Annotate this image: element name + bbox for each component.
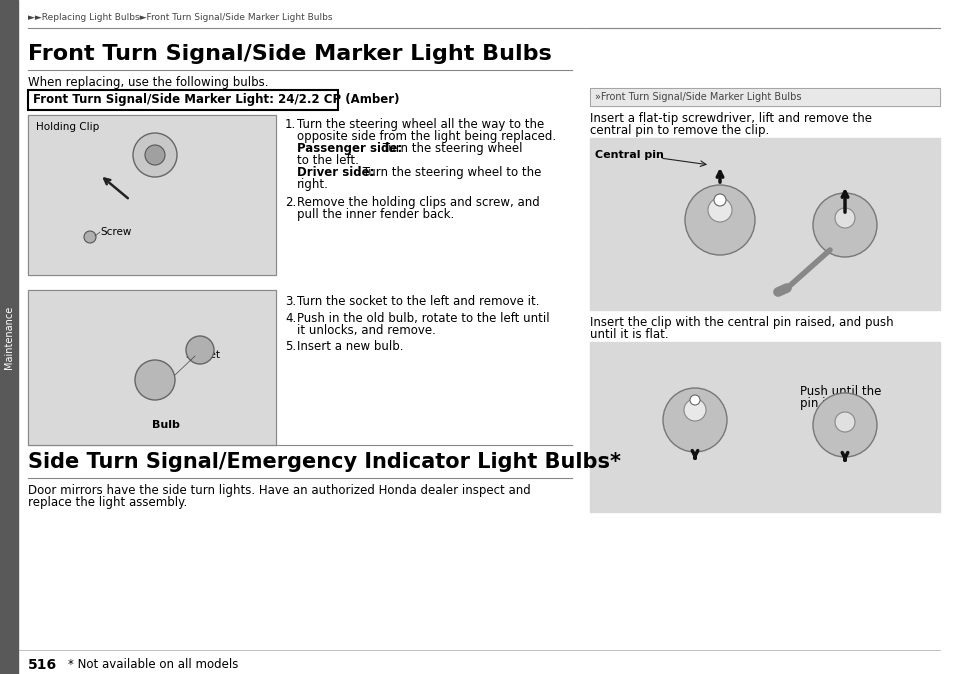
Text: to the left.: to the left. xyxy=(296,154,358,167)
Circle shape xyxy=(684,185,754,255)
Text: Central pin: Central pin xyxy=(595,150,663,160)
Text: 5.: 5. xyxy=(285,340,295,353)
Text: Turn the steering wheel all the way to the: Turn the steering wheel all the way to t… xyxy=(296,118,543,131)
Bar xyxy=(589,88,939,106)
Text: pin is flat.: pin is flat. xyxy=(800,397,858,410)
Text: central pin to remove the clip.: central pin to remove the clip. xyxy=(589,124,768,137)
Bar xyxy=(28,290,275,445)
Text: replace the light assembly.: replace the light assembly. xyxy=(28,496,187,509)
Text: Side Turn Signal/Emergency Indicator Light Bulbs*: Side Turn Signal/Emergency Indicator Lig… xyxy=(28,452,620,472)
Text: Turn the steering wheel: Turn the steering wheel xyxy=(378,142,522,155)
Text: Remove the holding clips and screw, and: Remove the holding clips and screw, and xyxy=(296,196,539,209)
Text: it unlocks, and remove.: it unlocks, and remove. xyxy=(296,324,436,337)
Text: * Not available on all models: * Not available on all models xyxy=(68,658,238,671)
Bar xyxy=(589,88,939,106)
Text: »Front Turn Signal/Side Marker Light Bulbs: »Front Turn Signal/Side Marker Light Bul… xyxy=(595,92,801,102)
Text: Holding Clip: Holding Clip xyxy=(36,122,99,132)
Bar xyxy=(589,138,939,310)
Circle shape xyxy=(84,231,96,243)
Text: Driver side:: Driver side: xyxy=(296,166,375,179)
Text: right.: right. xyxy=(296,178,329,191)
Bar xyxy=(28,290,275,445)
Text: 3.: 3. xyxy=(285,295,295,308)
Text: opposite side from the light being replaced.: opposite side from the light being repla… xyxy=(296,130,556,143)
Circle shape xyxy=(683,399,705,421)
Bar xyxy=(0,0,18,674)
Circle shape xyxy=(707,198,731,222)
Circle shape xyxy=(132,133,177,177)
Text: Push until the: Push until the xyxy=(800,385,881,398)
Text: Maintenance: Maintenance xyxy=(4,305,14,369)
Text: until it is flat.: until it is flat. xyxy=(589,328,668,341)
Text: Turn the steering wheel to the: Turn the steering wheel to the xyxy=(358,166,540,179)
Circle shape xyxy=(834,208,854,228)
Text: Insert a new bulb.: Insert a new bulb. xyxy=(296,340,403,353)
Circle shape xyxy=(834,412,854,432)
Bar xyxy=(589,342,939,512)
Text: 1.: 1. xyxy=(285,118,296,131)
Circle shape xyxy=(689,395,700,405)
Bar xyxy=(28,90,337,110)
Text: Insert the clip with the central pin raised, and push: Insert the clip with the central pin rai… xyxy=(589,316,893,329)
Bar xyxy=(28,115,275,275)
Text: pull the inner fender back.: pull the inner fender back. xyxy=(296,208,454,221)
Text: 2.: 2. xyxy=(285,196,296,209)
Text: Push in the old bulb, rotate to the left until: Push in the old bulb, rotate to the left… xyxy=(296,312,549,325)
Text: Insert a flat-tip screwdriver, lift and remove the: Insert a flat-tip screwdriver, lift and … xyxy=(589,112,871,125)
Text: 4.: 4. xyxy=(285,312,296,325)
Circle shape xyxy=(812,393,876,457)
Text: 516: 516 xyxy=(28,658,57,672)
Text: ►►Replacing Light Bulbs►Front Turn Signal/Side Marker Light Bulbs: ►►Replacing Light Bulbs►Front Turn Signa… xyxy=(28,13,333,22)
Text: Turn the socket to the left and remove it.: Turn the socket to the left and remove i… xyxy=(296,295,539,308)
Circle shape xyxy=(662,388,726,452)
Text: Passenger side:: Passenger side: xyxy=(296,142,402,155)
Text: Front Turn Signal/Side Marker Light Bulbs: Front Turn Signal/Side Marker Light Bulb… xyxy=(28,44,551,64)
Text: When replacing, use the following bulbs.: When replacing, use the following bulbs. xyxy=(28,76,268,89)
Text: Socket: Socket xyxy=(185,350,220,360)
Circle shape xyxy=(135,360,174,400)
Text: Bulb: Bulb xyxy=(152,420,180,430)
Text: Screw: Screw xyxy=(100,227,132,237)
Circle shape xyxy=(713,194,725,206)
Circle shape xyxy=(145,145,165,165)
Circle shape xyxy=(186,336,213,364)
Text: Door mirrors have the side turn lights. Have an authorized Honda dealer inspect : Door mirrors have the side turn lights. … xyxy=(28,484,530,497)
Circle shape xyxy=(812,193,876,257)
Bar xyxy=(28,115,275,275)
Text: Front Turn Signal/Side Marker Light: 24/2.2 CP (Amber): Front Turn Signal/Side Marker Light: 24/… xyxy=(33,94,399,106)
